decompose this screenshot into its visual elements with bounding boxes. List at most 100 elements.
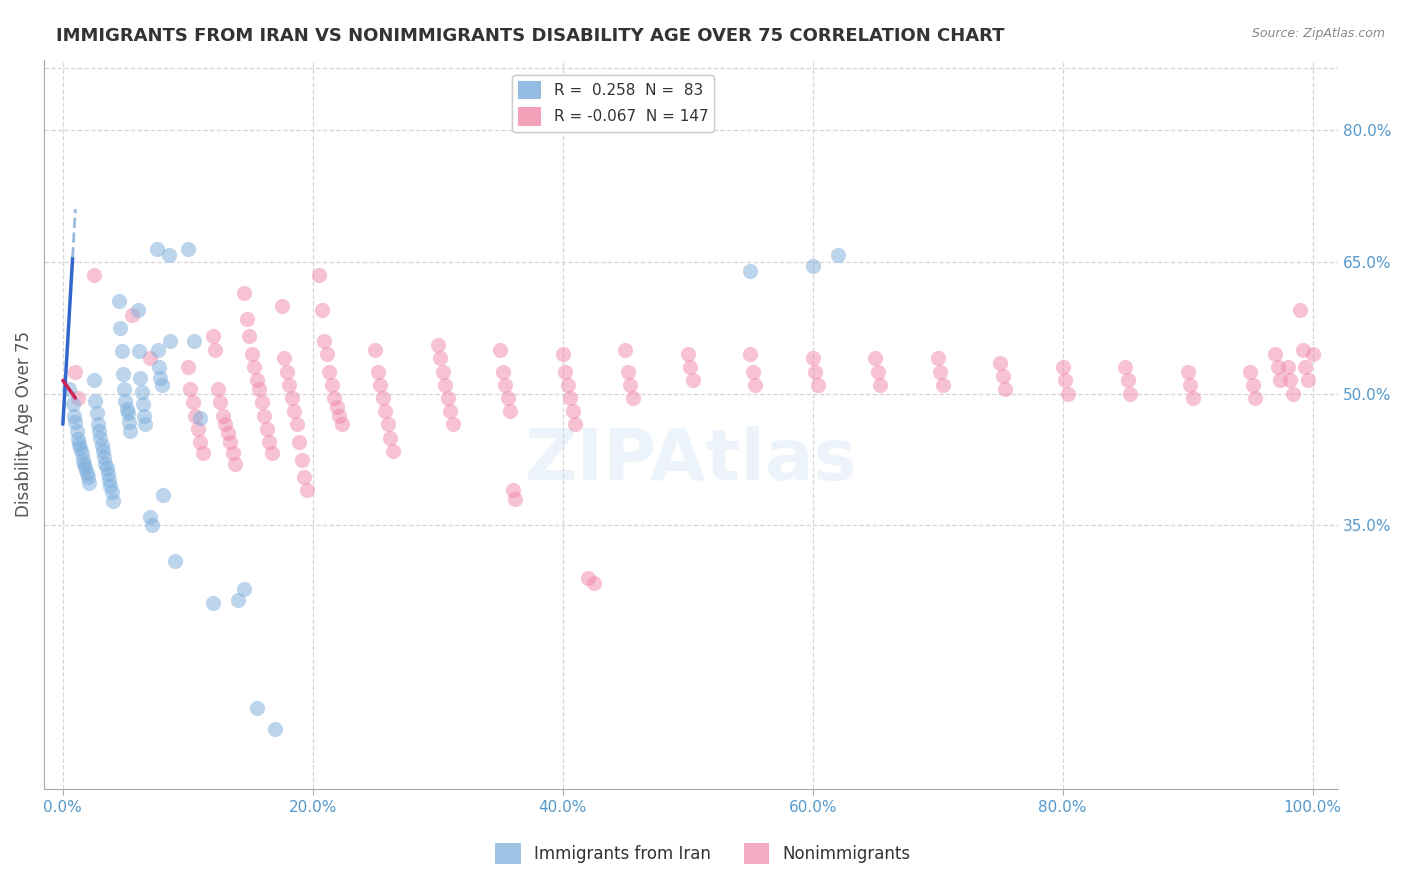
Point xyxy=(1277,360,1299,375)
Point xyxy=(429,351,451,366)
Point xyxy=(214,417,236,432)
Point xyxy=(94,457,117,471)
Point xyxy=(328,409,350,423)
Point xyxy=(120,424,142,438)
Point xyxy=(285,417,308,432)
Point xyxy=(67,436,90,450)
Point xyxy=(217,426,239,441)
Point xyxy=(141,518,163,533)
Point xyxy=(134,417,156,432)
Point xyxy=(188,434,211,449)
Point xyxy=(201,329,224,343)
Point xyxy=(1279,373,1302,387)
Point xyxy=(381,443,404,458)
Point xyxy=(98,479,121,493)
Point xyxy=(165,553,187,567)
Point xyxy=(188,411,211,425)
Point xyxy=(110,320,132,334)
Point xyxy=(101,493,124,508)
Point xyxy=(292,470,315,484)
Point xyxy=(621,391,644,405)
Point xyxy=(235,312,257,326)
Point xyxy=(439,404,461,418)
Point xyxy=(250,395,273,409)
Point xyxy=(139,351,162,366)
Point xyxy=(73,457,96,471)
Point xyxy=(863,351,886,366)
Point xyxy=(222,446,245,460)
Point xyxy=(682,373,704,387)
Point xyxy=(1268,373,1291,387)
Point xyxy=(801,351,824,366)
Point xyxy=(240,347,263,361)
Point xyxy=(179,382,201,396)
Y-axis label: Disability Age Over 75: Disability Age Over 75 xyxy=(15,331,32,517)
Point xyxy=(233,285,256,300)
Point xyxy=(183,334,205,348)
Point xyxy=(991,369,1014,384)
Point xyxy=(100,485,122,500)
Point xyxy=(129,371,152,385)
Point xyxy=(1291,343,1313,357)
Point xyxy=(66,391,89,405)
Point xyxy=(1264,347,1286,361)
Point xyxy=(177,242,200,256)
Point xyxy=(1052,360,1074,375)
Point xyxy=(224,457,246,471)
Point xyxy=(191,446,214,460)
Point xyxy=(312,334,335,348)
Point xyxy=(554,365,576,379)
Point xyxy=(87,424,110,438)
Point xyxy=(1114,360,1136,375)
Point xyxy=(83,373,105,387)
Point xyxy=(380,431,402,445)
Point xyxy=(98,473,121,487)
Point xyxy=(219,434,242,449)
Point xyxy=(111,368,134,382)
Point xyxy=(371,391,394,405)
Point xyxy=(994,382,1017,396)
Point xyxy=(66,433,89,447)
Point xyxy=(283,404,305,418)
Point xyxy=(76,466,98,480)
Legend: Immigrants from Iran, Nonimmigrants: Immigrants from Iran, Nonimmigrants xyxy=(489,837,917,871)
Point xyxy=(148,360,170,375)
Point xyxy=(245,373,267,387)
Point xyxy=(83,268,105,282)
Point xyxy=(139,509,162,524)
Point xyxy=(616,365,638,379)
Point xyxy=(619,377,641,392)
Point xyxy=(273,351,295,366)
Point xyxy=(89,431,111,445)
Point xyxy=(211,409,233,423)
Point xyxy=(492,365,515,379)
Point xyxy=(432,365,454,379)
Point xyxy=(87,417,110,432)
Point xyxy=(295,483,318,498)
Point xyxy=(1244,391,1267,405)
Point xyxy=(159,334,181,348)
Point xyxy=(290,452,312,467)
Point xyxy=(264,723,287,737)
Point xyxy=(69,441,91,455)
Point xyxy=(494,377,516,392)
Point xyxy=(367,365,389,379)
Point xyxy=(76,470,98,484)
Point xyxy=(149,371,172,385)
Point xyxy=(177,360,200,375)
Text: IMMIGRANTS FROM IRAN VS NONIMMIGRANTS DISABILITY AGE OVER 75 CORRELATION CHART: IMMIGRANTS FROM IRAN VS NONIMMIGRANTS DI… xyxy=(56,27,1005,45)
Point xyxy=(75,461,97,475)
Point xyxy=(315,347,337,361)
Point xyxy=(441,417,464,432)
Point xyxy=(256,422,278,436)
Point xyxy=(278,377,301,392)
Point xyxy=(207,382,229,396)
Point xyxy=(499,404,522,418)
Point xyxy=(679,360,702,375)
Point xyxy=(201,596,224,610)
Point xyxy=(280,391,302,405)
Point xyxy=(257,434,280,449)
Point xyxy=(931,377,953,392)
Point xyxy=(243,360,266,375)
Point xyxy=(86,406,108,420)
